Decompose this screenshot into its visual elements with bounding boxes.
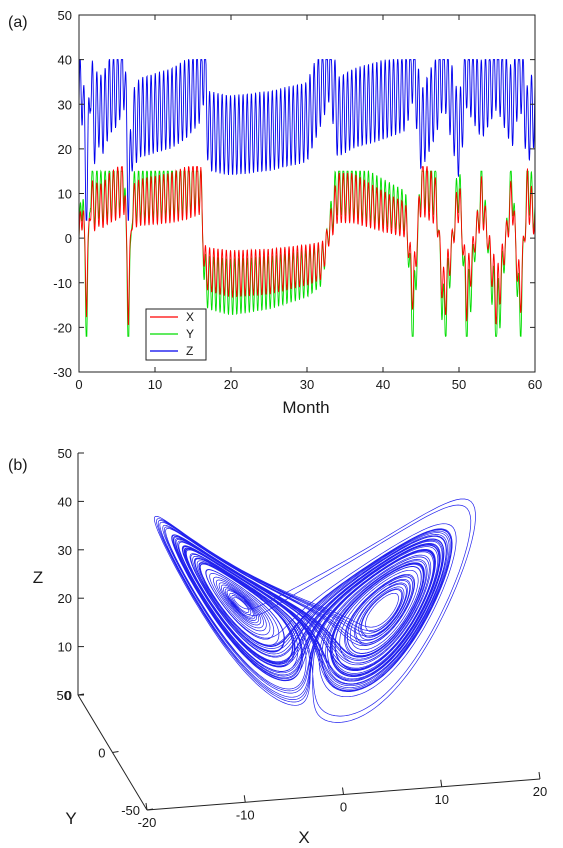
y-tick-label: -20 [53,320,72,335]
x-tick [342,787,344,795]
x-tick-label: 0 [340,800,347,815]
y-tick-label: 10 [58,187,72,202]
x-tick-label: 60 [528,377,542,392]
y-tick-label: 30 [58,97,72,112]
time-series-legend: X Y Z [145,308,207,361]
x-tick [243,795,246,803]
x-tick-label: 40 [376,377,390,392]
z-tick-label: 50 [58,446,72,461]
x-tick-label: 0 [75,377,82,392]
time-series-x-axis-label: Month [282,398,329,417]
y-tick [146,808,154,811]
y-tick-label: 0 [98,746,105,761]
time-series-ticks: 0 10 20 30 40 50 60 -30 -20 -10 0 10 20 30 40 50 [53,8,542,392]
z-tick-label: 10 [58,640,72,655]
x-tick-label: -10 [236,807,255,822]
x-tick-label: -20 [138,815,157,830]
y-tick-label: -30 [53,365,72,380]
z-tick-label: 40 [58,494,72,509]
z-tick-label: 0 [65,688,72,703]
z-tick-label: 20 [58,591,72,606]
x-tick-label: 10 [148,377,162,392]
y-tick-label: 20 [58,142,72,157]
x-tick [440,779,443,787]
y-axis-label: Y [65,809,76,828]
y-tick-label: 0 [65,231,72,246]
panel-b-label: (b) [8,457,28,474]
x-tick-label: 10 [435,792,449,807]
series-line-x [78,166,536,326]
series-line-z [78,59,536,221]
attractor-trajectory [153,498,476,723]
x-axis-label: X [298,828,309,847]
z-axis-label: Z [33,568,43,587]
panel-a-label: (a) [8,14,28,31]
y-tick-label: -10 [53,276,72,291]
time-series-lines [78,59,536,337]
y-tick [77,693,85,696]
legend-label-z: Z [186,344,193,358]
y-tick-label: 50 [58,8,72,23]
legend-label-y: Y [186,327,194,341]
y-tick-label: 40 [58,53,72,68]
x-tick [538,771,541,780]
legend-label-x: X [186,310,194,324]
x-tick [145,802,148,811]
x-tick-label: 20 [533,784,547,799]
x-tick-label: 30 [300,377,314,392]
y-tick [112,751,119,753]
attractor-trajectory-line [153,498,476,723]
y-tick-label: 50 [57,688,71,703]
x-tick-label: 20 [224,377,238,392]
y-tick-label: -50 [121,803,140,818]
x-tick-label: 50 [452,377,466,392]
z-tick-label: 30 [58,543,72,558]
